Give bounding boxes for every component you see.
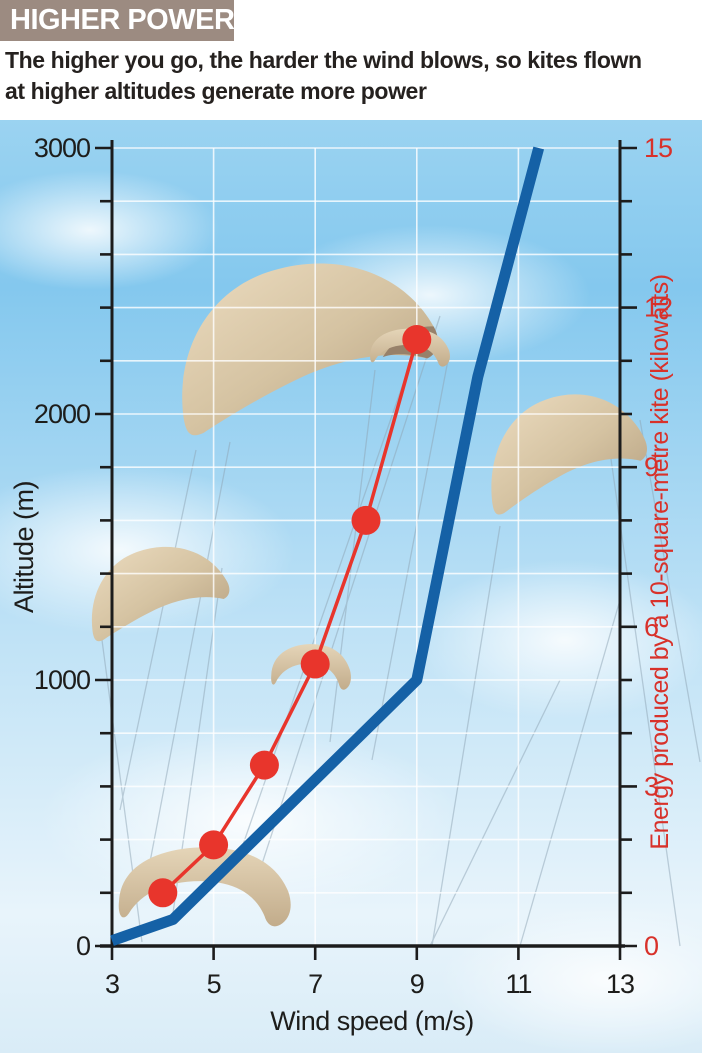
grid-layer <box>112 147 620 946</box>
altitude-curve <box>110 146 545 946</box>
wind-speed-tick-label: 13 <box>606 969 634 999</box>
energy-tick-label: 3 <box>644 771 658 801</box>
energy-data-point <box>249 750 279 780</box>
tether-line <box>149 441 231 863</box>
subtitle: The higher you go, the harder the wind b… <box>5 45 642 107</box>
x-axis-title: Wind speed (m/s) <box>270 1006 474 1036</box>
energy-tick-label: 0 <box>644 931 658 961</box>
tether-line <box>261 315 441 865</box>
wind-speed-tick-label: 9 <box>410 969 424 999</box>
right-axis-title: Energy produced by a 10-square-metre kit… <box>646 274 674 849</box>
tether-line <box>119 449 197 811</box>
energy-data-point <box>351 505 381 535</box>
left-axis-title: Altitude (m) <box>9 481 39 613</box>
altitude-tick-label: 0 <box>76 931 90 961</box>
title-banner: HIGHER POWER <box>0 0 235 41</box>
tether-line <box>229 334 421 883</box>
energy-data-point <box>199 830 229 860</box>
energy-tick-label: 12 <box>644 293 672 323</box>
altitude-tick-label: 3000 <box>34 133 90 163</box>
tether-line <box>519 599 621 947</box>
cloud <box>440 905 702 1053</box>
altitude-tick-label: 1000 <box>34 665 90 695</box>
tether-line <box>371 359 449 761</box>
energy-data-point <box>148 878 178 908</box>
altitude-tick-label: 2000 <box>34 399 90 429</box>
series-layer <box>110 146 545 946</box>
energy-tick-label: 6 <box>644 612 658 642</box>
subtitle-line-2: at higher altitudes generate more power <box>5 78 427 104</box>
energy-data-point <box>300 649 330 679</box>
tether-line <box>429 679 561 947</box>
energy-data-point <box>402 325 432 354</box>
energy-tick-label: 9 <box>644 452 658 482</box>
tether-line <box>609 451 681 947</box>
wind-speed-tick-label: 7 <box>308 969 322 999</box>
wind-speed-tick-label: 5 <box>207 969 221 999</box>
tether-line <box>431 525 501 947</box>
wind-speed-tick-label: 11 <box>505 969 531 999</box>
page-title: HIGHER POWER <box>10 4 235 36</box>
cloud <box>0 170 220 290</box>
energy-tick-label: 15 <box>644 133 672 163</box>
wind-speed-tick-label: 3 <box>105 969 119 999</box>
tether-line <box>639 419 701 763</box>
subtitle-line-1: The higher you go, the harder the wind b… <box>5 47 642 73</box>
